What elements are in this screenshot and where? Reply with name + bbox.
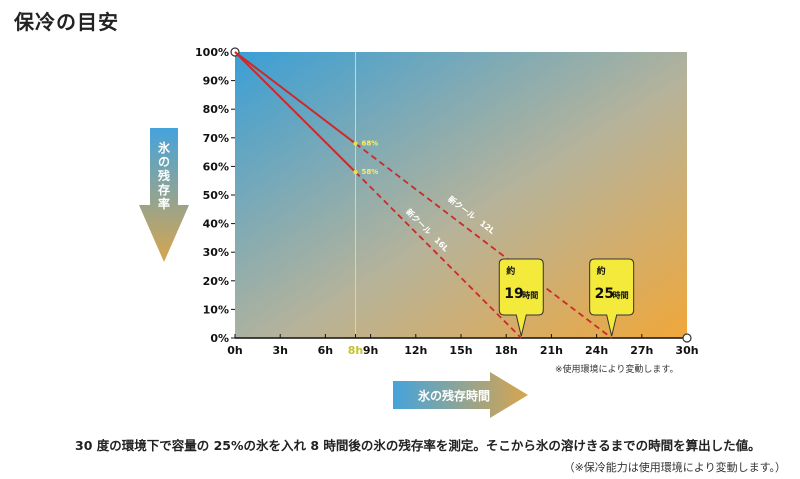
x-tick-label: 15h: [449, 344, 472, 357]
x-tick-label: 18h: [495, 344, 518, 357]
x-tick-label: 0h: [227, 344, 243, 357]
footer-note: （※保冷能力は使用環境により変動します。）: [563, 461, 786, 474]
y-tick-label: 10%: [203, 303, 229, 316]
x-tick-label: 21h: [540, 344, 563, 357]
callout-bubble: [589, 258, 635, 337]
y-tick-label: 80%: [203, 103, 229, 116]
x-tick-label: 24h: [585, 344, 608, 357]
axis-end-marker: [682, 333, 692, 343]
y-tick-label: 50%: [203, 189, 229, 202]
y-tick-label: 70%: [203, 132, 229, 145]
footer-text: 30 度の環境下で容量の 25%の氷を入れ 8 時間後の氷の残存率を測定。そこか…: [75, 438, 761, 453]
y-tick-label: 30%: [203, 246, 229, 259]
callout-value: 25: [595, 286, 614, 302]
y-axis-arrow: 氷の残存率: [139, 128, 189, 262]
series-projected-line: [354, 142, 613, 339]
x-tick-label: 12h: [404, 344, 427, 357]
x-tick-label: 27h: [630, 344, 653, 357]
series-measured-line: [234, 51, 357, 173]
callout-prefix: 約: [597, 265, 606, 277]
x-tick-label: 6h: [318, 344, 334, 357]
y-arrow-label: 氷の残存率: [157, 140, 171, 211]
axis-note: ※使用環境により変動します。: [555, 365, 679, 375]
callout-bubble: [498, 258, 544, 337]
series-projected-line: [354, 171, 522, 339]
x-axis-arrow: 氷の残存時間: [393, 372, 528, 418]
y-tick-label: 100%: [195, 46, 229, 59]
callout-unit: 時間: [613, 290, 629, 300]
y-tick-label: 90%: [203, 75, 229, 88]
callout-prefix: 約: [506, 265, 515, 277]
page-title: 保冷の目安: [14, 10, 119, 34]
x-tick-label: 30h: [675, 344, 698, 357]
x-tick-label: 3h: [272, 344, 288, 357]
callout-unit: 時間: [522, 290, 538, 300]
y-tick-label: 60%: [203, 160, 229, 173]
y-tick-label: 40%: [203, 218, 229, 231]
retention-chart: 氷の残存率 氷の残存時間 0% 10% 20% 30% 40% 50% 60% 70% 80% 9…: [139, 46, 699, 418]
series-measured-line: [234, 51, 357, 145]
series-point-label: 68%: [362, 140, 379, 148]
x-tick-label: 9h: [363, 344, 379, 357]
x-arrow-label: 氷の残存時間: [417, 388, 490, 403]
y-tick-label: 0%: [210, 332, 229, 345]
callout-value: 19: [504, 286, 523, 302]
y-tick-label: 20%: [203, 275, 229, 288]
x-tick-label-highlight: 8h: [348, 344, 364, 357]
series-point-8h: [353, 169, 358, 175]
series-point-8h: [353, 141, 358, 146]
series-point-label: 58%: [362, 168, 379, 176]
